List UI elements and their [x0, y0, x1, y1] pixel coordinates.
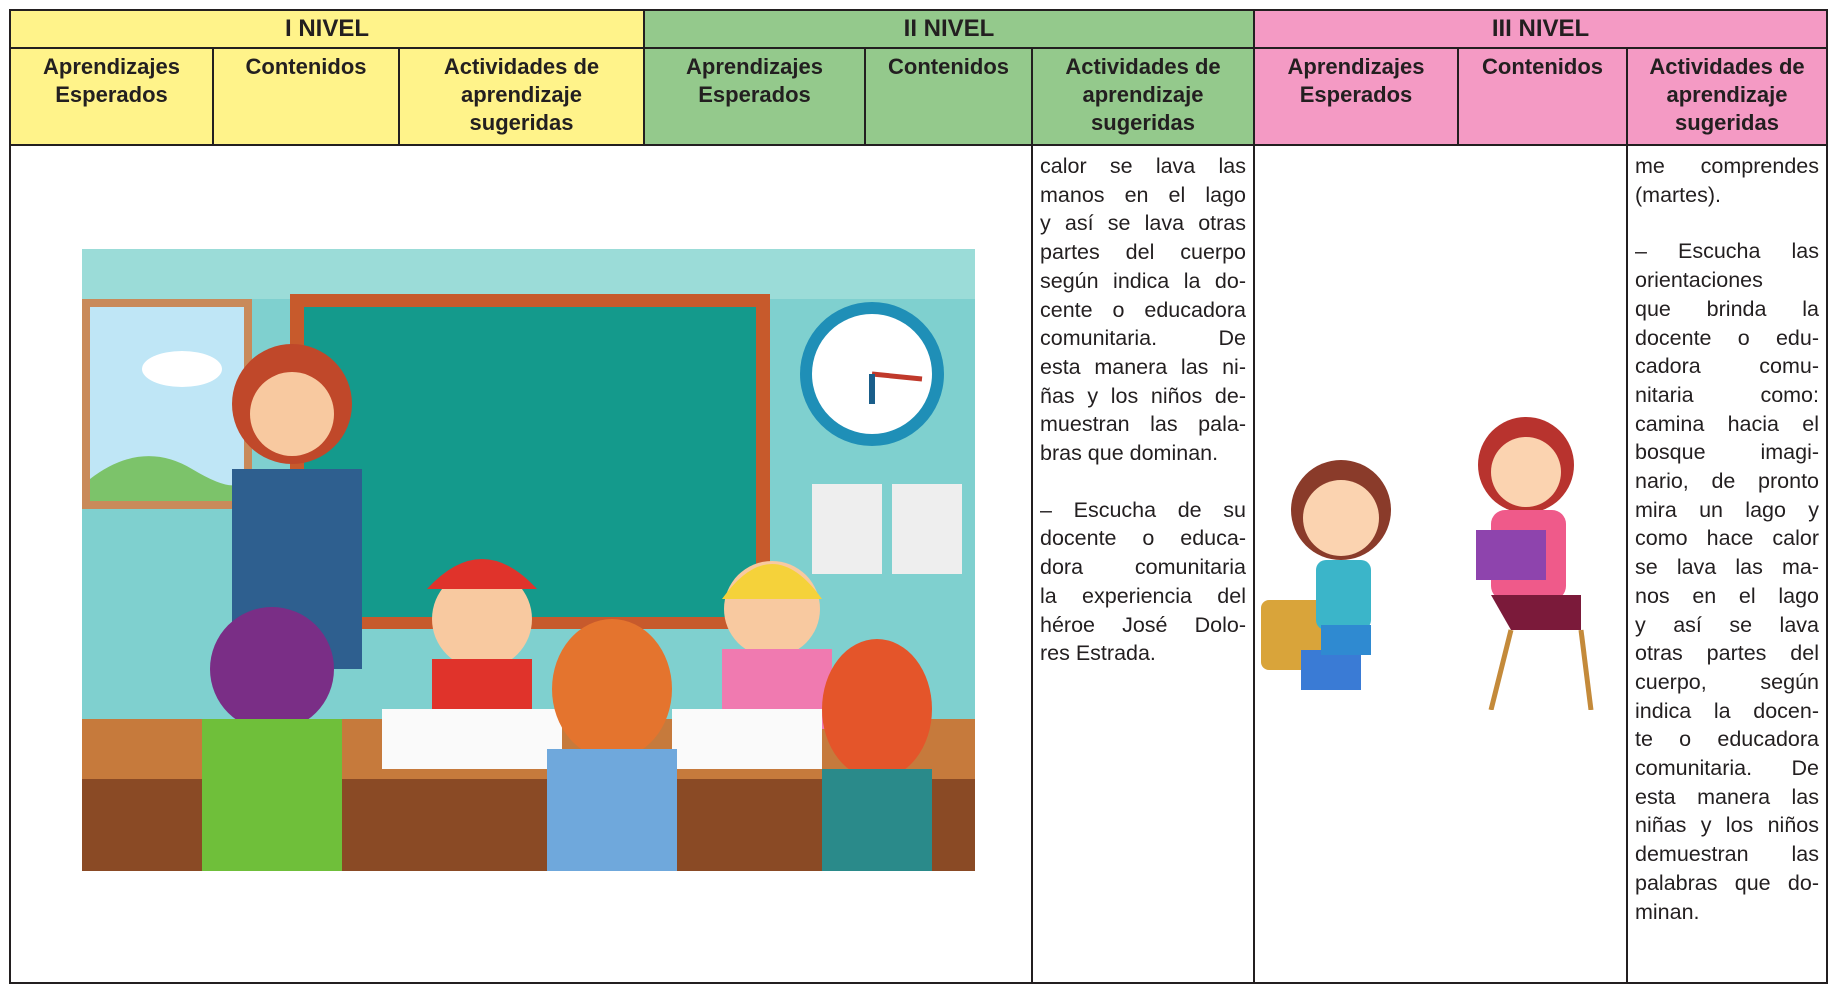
level-header: I NIVEL — [9, 9, 645, 49]
text-line: camina hacia el — [1635, 411, 1819, 436]
text-line: ñas y los niños de- — [1040, 383, 1246, 408]
text-line: cuerpo, según — [1635, 669, 1819, 694]
level-header: II NIVEL — [643, 9, 1255, 49]
text-line: orientaciones — [1635, 268, 1763, 293]
column-header: Aprendizajes Esperados — [1253, 47, 1459, 146]
text-line: bras que dominan. — [1040, 441, 1219, 466]
text-line: palabras que do- — [1635, 870, 1819, 895]
text-line: héroe José Dolo- — [1040, 612, 1246, 637]
text-line: manos en el lago — [1040, 182, 1246, 207]
text-line: según indica la do- — [1040, 268, 1246, 293]
text-line: minan. — [1635, 899, 1700, 924]
column-header: Contenidos — [864, 47, 1033, 146]
classroom-illustration — [82, 249, 975, 871]
text-line: como hace calor — [1635, 526, 1819, 551]
text-line: cente o educadora — [1040, 297, 1246, 322]
column-header: Actividades de aprendizaje sugeridas — [1031, 47, 1255, 146]
text-line: me comprendes — [1635, 154, 1819, 178]
column-header: Aprendizajes Esperados — [643, 47, 866, 146]
text-line: y así se lava — [1635, 612, 1819, 637]
text-line: indica la docen- — [1635, 698, 1819, 723]
text-line: se lava las ma- — [1635, 555, 1819, 580]
text-line: partes del cuerpo — [1040, 240, 1246, 265]
text-line: – Escucha de su — [1040, 497, 1246, 522]
text-line: dora comunitaria — [1040, 555, 1246, 580]
column-header: Contenidos — [212, 47, 400, 146]
teacher-child-illustration — [1261, 417, 1594, 710]
text-line: calor se lava las — [1040, 154, 1246, 178]
text-line: (martes). — [1635, 182, 1721, 207]
text-line: y así se lava otras — [1040, 211, 1246, 236]
paragraph: – Escucha de su docente o educa-dora comu… — [1040, 496, 1246, 668]
activities-cell: calor se lava las manos en el lago y así s… — [1031, 144, 1255, 984]
text-line: otras partes del — [1635, 641, 1819, 666]
text-line: mira un lago y — [1635, 497, 1819, 522]
text-line: la experiencia del — [1040, 583, 1246, 608]
text-line: res Estrada. — [1040, 641, 1156, 666]
text-line: nos en el lago — [1635, 583, 1819, 608]
column-header: Contenidos — [1457, 47, 1628, 146]
column-header: Aprendizajes Esperados — [9, 47, 214, 146]
text-line: te o educadora — [1635, 727, 1819, 752]
text-line: docente o educa- — [1040, 526, 1246, 551]
text-line: comunitaria. De — [1040, 326, 1246, 351]
paragraph: me comprendes (martes). — [1635, 152, 1819, 209]
text-line: demuestran las — [1635, 842, 1819, 867]
text-line: – Escucha las — [1635, 239, 1819, 264]
text-line: cadora comu- — [1635, 354, 1819, 379]
text-line: niñas y los niños — [1635, 813, 1819, 838]
paragraph: calor se lava las manos en el lago y así s… — [1040, 152, 1246, 468]
text-line: muestran las pala- — [1040, 412, 1246, 437]
text-line: bosque imagi- — [1635, 440, 1819, 465]
column-header: Actividades de aprendizaje sugeridas — [398, 47, 645, 146]
text-line: esta manera las — [1635, 784, 1819, 809]
text-line: comunitaria. De — [1635, 756, 1819, 781]
text-line: esta manera las ni- — [1040, 354, 1246, 379]
paragraph: – Escucha las orientaciones que brinda la d… — [1635, 237, 1819, 926]
text-line: nitaria como: — [1635, 382, 1819, 407]
text-line: docente o edu- — [1635, 325, 1819, 350]
level-header: III NIVEL — [1253, 9, 1828, 49]
column-header: Actividades de aprendizaje sugeridas — [1626, 47, 1828, 146]
text-line: que brinda la — [1635, 296, 1819, 321]
activities-cell: me comprendes (martes). – Escucha las orien… — [1626, 144, 1828, 984]
text-line: nario, de pronto — [1635, 469, 1819, 494]
